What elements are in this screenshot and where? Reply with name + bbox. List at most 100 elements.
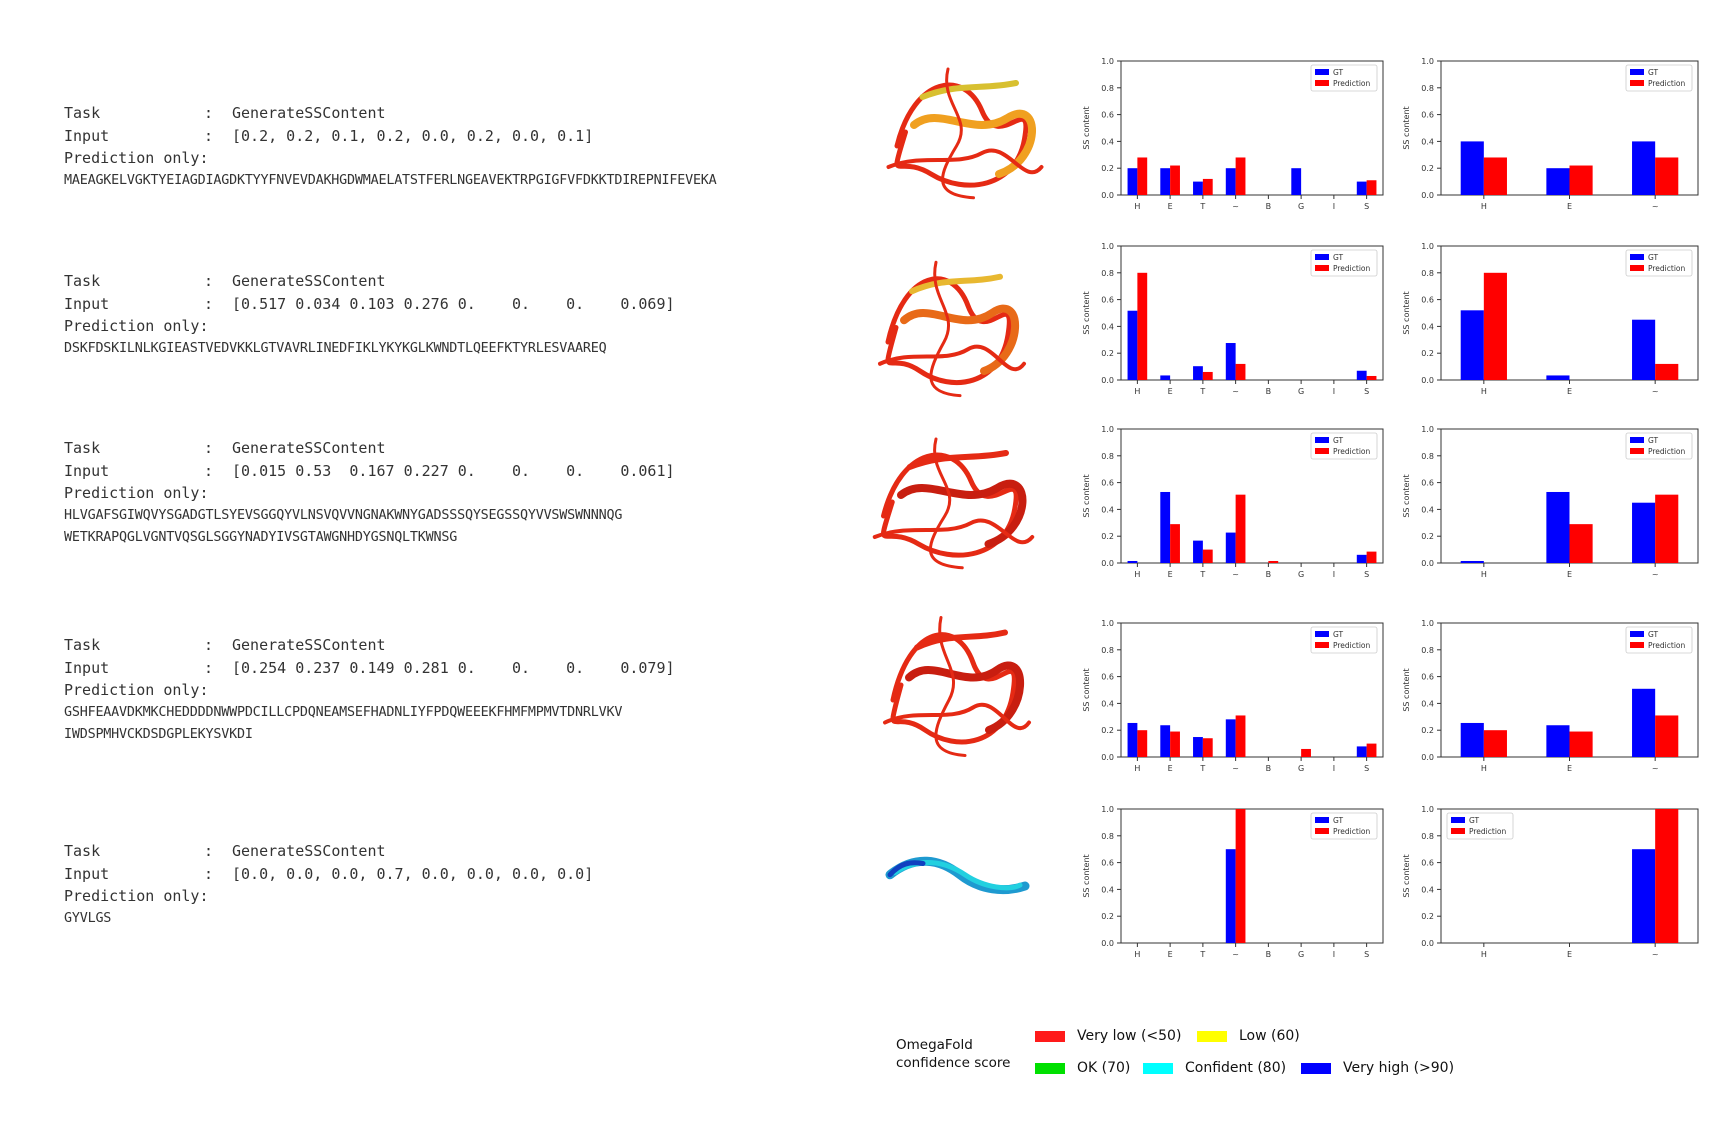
chart-legend-label: GT xyxy=(1333,253,1344,262)
chart-legend-swatch xyxy=(1315,448,1329,454)
y-tick-label: 0.0 xyxy=(1101,939,1114,948)
bar-prediction-H xyxy=(1137,730,1148,757)
prediction-label: Prediction only: xyxy=(64,681,209,699)
ribbon-segment xyxy=(929,260,962,398)
x-tick-label: H xyxy=(1134,570,1140,579)
chart-legend-label: GT xyxy=(1648,630,1659,639)
task-block: Task: GenerateSSContent Input: [0.254 0.2… xyxy=(64,634,675,747)
bar-prediction-T xyxy=(1202,738,1213,757)
legend-item-ok: OK (70) xyxy=(1035,1060,1130,1076)
bar-gt-~ xyxy=(1225,849,1236,943)
y-tick-label: 0.2 xyxy=(1101,726,1114,735)
separator: : xyxy=(204,104,232,122)
x-tick-label: S xyxy=(1364,570,1369,579)
legend-swatch xyxy=(1143,1062,1173,1074)
sequence-line: GSHFEAAVDKMKCHEDDDDNWWPDCILLCPDQNEAMSEFH… xyxy=(64,704,623,720)
chart-legend-label: GT xyxy=(1648,436,1659,445)
x-tick-label: E xyxy=(1168,570,1173,579)
separator: : xyxy=(204,294,232,313)
separator: : xyxy=(204,636,232,654)
bar-gt-~ xyxy=(1225,719,1236,757)
bar-gt-~ xyxy=(1225,532,1236,563)
x-tick-label: S xyxy=(1364,387,1369,396)
plot-frame xyxy=(1120,622,1384,758)
protein-structure-image xyxy=(883,616,1031,757)
input-line-value: [0.015 0.53 0.167 0.227 0. 0. 0. 0.061] xyxy=(232,461,675,480)
bar-gt-E xyxy=(1546,491,1570,563)
x-tick-label: ~ xyxy=(1232,950,1239,959)
x-tick-label: G xyxy=(1298,764,1304,773)
chart-legend-label: GT xyxy=(1648,68,1659,77)
ribbon-segment xyxy=(941,67,975,200)
chart-legend-label: GT xyxy=(1333,68,1344,77)
input-line: Input: [0.0, 0.0, 0.0, 0.7, 0.0, 0.0, 0.… xyxy=(64,863,593,886)
task-line-label: Task xyxy=(64,842,101,860)
x-tick-label: ~ xyxy=(1652,570,1659,579)
task-line: Task: GenerateSSContent xyxy=(64,634,675,657)
y-tick-label: 0.2 xyxy=(1421,912,1434,921)
y-tick-label: 0.0 xyxy=(1101,191,1114,200)
bar-prediction-E xyxy=(1569,165,1593,195)
task-line-value: GenerateSSContent xyxy=(232,272,386,290)
y-tick-label: 0.0 xyxy=(1101,559,1114,568)
bar-gt-S xyxy=(1356,181,1367,195)
legend-swatch xyxy=(1301,1062,1331,1074)
chart-legend-label: Prediction xyxy=(1648,264,1686,273)
y-tick-label: 0.8 xyxy=(1101,452,1114,461)
legend-title-line1: OmegaFold xyxy=(896,1037,973,1053)
x-tick-label: I xyxy=(1333,764,1335,773)
bar-prediction-~ xyxy=(1235,157,1246,195)
bar-prediction-S xyxy=(1366,743,1377,757)
y-tick-label: 1.0 xyxy=(1421,242,1434,251)
task-line-value: GenerateSSContent xyxy=(232,842,386,860)
ribbon-segment xyxy=(872,518,1035,545)
task-line: Task: GenerateSSContent xyxy=(64,270,675,293)
bar-gt-E xyxy=(1160,375,1171,380)
y-tick-label: 0.2 xyxy=(1101,532,1114,541)
ribbon-segment xyxy=(934,616,967,757)
y-tick-label: 0.4 xyxy=(1101,322,1114,331)
x-tick-label: H xyxy=(1481,387,1487,396)
bar-gt-G xyxy=(1291,168,1302,195)
bar-gt-H xyxy=(1127,168,1138,195)
task-line: Task: GenerateSSContent xyxy=(64,437,675,460)
input-line-label: Input xyxy=(64,126,110,145)
ribbon-segment xyxy=(881,452,1019,558)
ss-chart-row1-3class: 0.0 0.2 0.4 0.6 0.8 1.0 SS content H E ~ GT Predict… xyxy=(1402,57,1699,211)
bar-gt-T xyxy=(1193,540,1203,563)
x-tick-label: ~ xyxy=(1652,950,1659,959)
y-tick-label: 0.2 xyxy=(1421,532,1434,541)
legend-title-line2: confidence score xyxy=(896,1055,1011,1071)
input-line-label: Input xyxy=(64,864,110,883)
task-line-label: Task xyxy=(64,104,101,122)
bar-gt-S xyxy=(1356,746,1367,757)
chart-legend-label: Prediction xyxy=(1333,447,1371,456)
y-tick-label: 0.8 xyxy=(1421,269,1434,278)
chart-legend-label: Prediction xyxy=(1648,79,1686,88)
y-tick-label: 0.0 xyxy=(1421,376,1434,385)
input-line-value: [0.254 0.237 0.149 0.281 0. 0. 0. 0.079] xyxy=(232,658,675,677)
x-tick-label: B xyxy=(1266,202,1272,211)
x-tick-label: T xyxy=(1199,387,1205,396)
y-tick-label: 0.0 xyxy=(1421,939,1434,948)
legend-item-very-low: Very low (<50) xyxy=(1035,1028,1181,1044)
bar-gt-E xyxy=(1546,168,1570,195)
x-tick-label: E xyxy=(1567,570,1572,579)
y-tick-label: 0.6 xyxy=(1101,673,1114,682)
chart-legend-swatch xyxy=(1315,265,1329,271)
chart-legend-swatch xyxy=(1630,642,1644,648)
chart-legend-label: Prediction xyxy=(1333,827,1371,836)
bar-gt-T xyxy=(1193,737,1203,757)
bar-prediction-~ xyxy=(1655,157,1679,195)
bar-prediction-E xyxy=(1569,731,1593,757)
bar-prediction-S xyxy=(1366,375,1377,380)
y-tick-label: 0.6 xyxy=(1421,296,1434,305)
y-tick-label: 0.4 xyxy=(1421,322,1434,331)
legend-item-very-high: Very high (>90) xyxy=(1301,1060,1454,1076)
bar-gt-E xyxy=(1546,375,1570,380)
protein-structure-image xyxy=(872,437,1035,570)
confidence-legend: OmegaFold confidence score Very low (<50… xyxy=(890,1022,1590,1102)
chart-legend-label: Prediction xyxy=(1469,827,1507,836)
bar-gt-S xyxy=(1356,554,1367,563)
x-tick-label: H xyxy=(1134,950,1140,959)
